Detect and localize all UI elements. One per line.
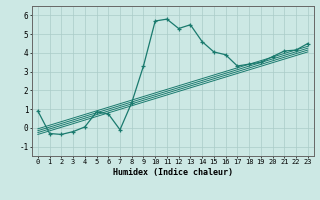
X-axis label: Humidex (Indice chaleur): Humidex (Indice chaleur) (113, 168, 233, 177)
